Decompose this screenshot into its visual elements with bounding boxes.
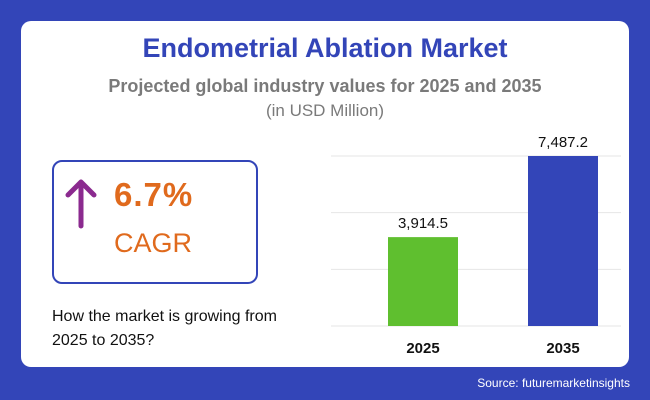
bar-chart: 3,914.5 2025 7,487.2 2035	[331, 134, 621, 357]
cagr-label: CAGR	[114, 228, 193, 258]
arrow-up-icon	[65, 179, 97, 229]
infographic-card: Endometrial Ablation Market Projected gl…	[21, 21, 629, 367]
x-tick-label-2025: 2025	[406, 340, 439, 357]
bar-2025	[388, 237, 458, 326]
page-title: Endometrial Ablation Market	[142, 33, 508, 63]
page-subtitle: Projected global industry values for 202…	[108, 76, 542, 96]
data-label-2035: 7,487.2	[538, 134, 588, 151]
x-tick-label-2035: 2035	[546, 340, 579, 357]
data-label-2025: 3,914.5	[398, 215, 448, 232]
source-note: Source: futuremarketinsights	[477, 376, 630, 390]
unit-label: (in USD Million)	[265, 101, 385, 120]
cagr-box: 6.7% CAGR	[52, 160, 258, 284]
cagr-value: 6.7%	[114, 176, 194, 213]
bar-2035	[528, 156, 598, 326]
growth-question: How the market is growing from 2025 to 2…	[52, 308, 277, 349]
